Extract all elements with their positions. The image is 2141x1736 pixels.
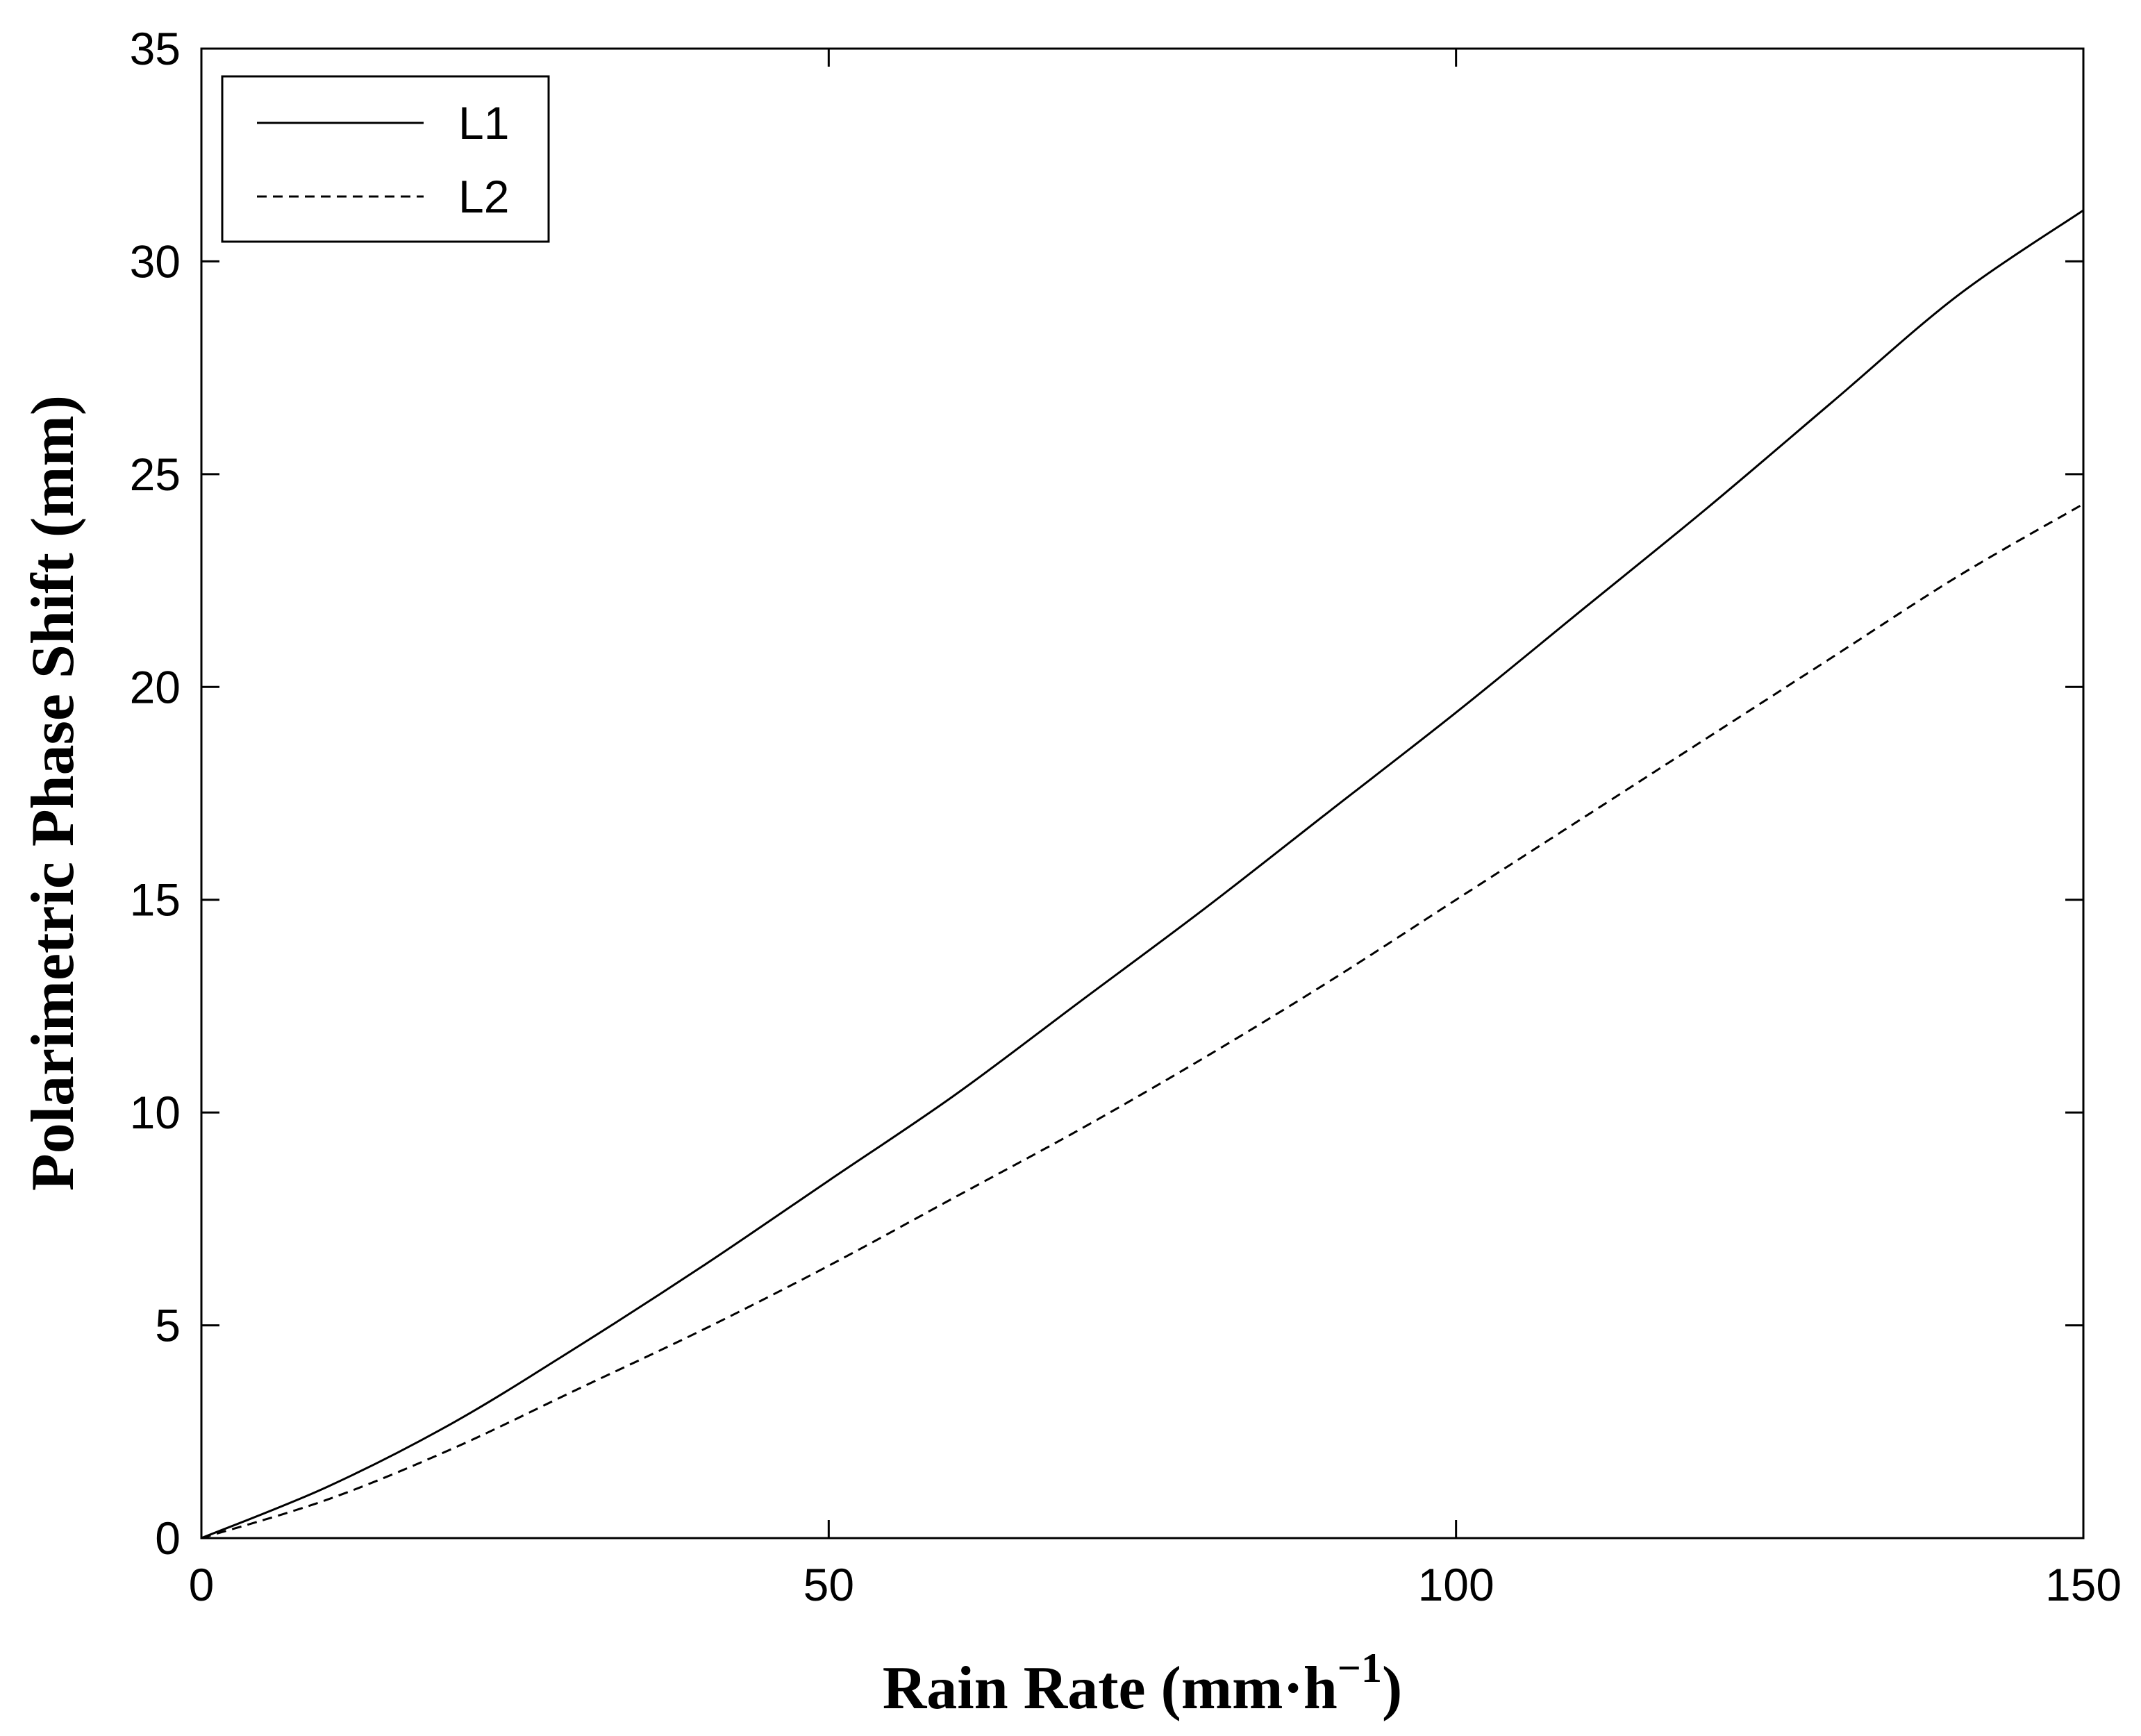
x-tick-label: 100 <box>1418 1559 1494 1610</box>
series-layer <box>201 209 2084 1539</box>
y-tick-label: 15 <box>130 874 181 926</box>
x-tick-label: 0 <box>189 1559 215 1610</box>
x-axis-title-main: Rain Rate (mm·h <box>883 1655 1338 1722</box>
y-axis-title: Polarimetric Phase Shift (mm) <box>19 395 87 1191</box>
series-line-l2 <box>201 503 2084 1539</box>
plot-area <box>200 47 2085 1539</box>
y-tick-label: 5 <box>155 1300 181 1351</box>
x-axis-title: Rain Rate (mm·h−1) <box>883 1645 1403 1722</box>
y-tick-label: 10 <box>130 1087 181 1138</box>
y-tick-label: 20 <box>130 661 181 712</box>
y-tick-label: 30 <box>130 235 181 287</box>
x-tick-label: 150 <box>2045 1559 2122 1610</box>
legend-label-l2: L2 <box>458 171 509 222</box>
y-tick-label: 25 <box>130 449 181 500</box>
x-axis-title-superscript: −1 <box>1338 1645 1382 1691</box>
legend-label-l1: L1 <box>458 97 509 149</box>
y-tick-label: 35 <box>130 23 181 74</box>
y-tick-label: 0 <box>155 1512 181 1564</box>
legend: L1 L2 <box>221 75 550 243</box>
x-tick-label: 50 <box>803 1559 854 1610</box>
axis-ticks: 0 50 100 150 0 5 10 15 20 25 30 35 <box>130 23 2122 1610</box>
legend-box <box>221 75 550 243</box>
x-axis-title-close: ) <box>1382 1655 1402 1722</box>
series-line-l1 <box>201 209 2084 1539</box>
